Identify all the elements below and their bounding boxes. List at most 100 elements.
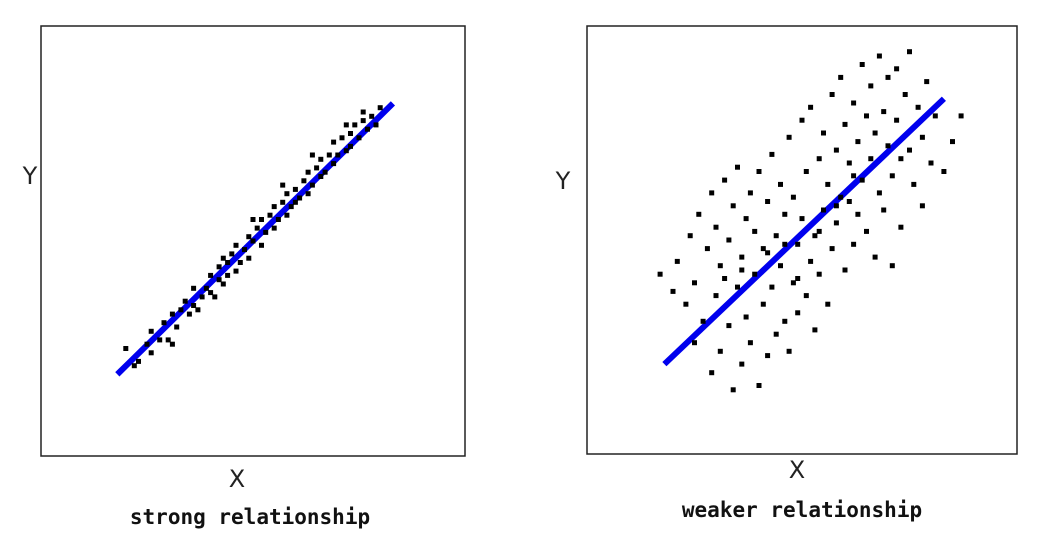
data-point-left-59 bbox=[326, 152, 332, 158]
data-point-left-72 bbox=[373, 122, 379, 128]
caption-left: strong relationship bbox=[130, 505, 370, 529]
data-point-left-7 bbox=[161, 320, 167, 326]
data-point-left-49 bbox=[292, 199, 298, 205]
data-point-right-16 bbox=[722, 177, 728, 183]
data-point-right-55 bbox=[808, 258, 814, 264]
data-point-right-92 bbox=[885, 74, 891, 80]
data-point-right-17 bbox=[726, 323, 732, 329]
data-point-left-54 bbox=[309, 182, 315, 188]
data-point-left-20 bbox=[208, 290, 214, 296]
data-point-right-40 bbox=[773, 233, 779, 239]
data-point-right-5 bbox=[692, 340, 697, 346]
data-point-right-30 bbox=[752, 228, 758, 234]
data-point-left-44 bbox=[280, 199, 286, 205]
data-point-right-77 bbox=[855, 139, 861, 145]
data-point-right-36 bbox=[765, 199, 771, 204]
data-point-right-22 bbox=[735, 164, 740, 170]
data-point-left-15 bbox=[191, 303, 197, 308]
data-point-right-67 bbox=[833, 147, 839, 153]
data-point-left-29 bbox=[233, 268, 239, 274]
data-point-right-106 bbox=[924, 79, 930, 85]
data-point-right-73 bbox=[846, 199, 852, 204]
data-point-right-116 bbox=[816, 228, 822, 234]
data-point-right-2 bbox=[674, 258, 680, 264]
plot-frame-right bbox=[586, 25, 1018, 455]
data-point-right-32 bbox=[756, 169, 762, 174]
data-point-right-28 bbox=[747, 340, 753, 346]
data-point-right-41 bbox=[778, 263, 783, 269]
data-point-right-90 bbox=[881, 207, 887, 213]
data-point-left-58 bbox=[322, 169, 328, 175]
data-point-left-18 bbox=[199, 294, 205, 300]
data-point-right-12 bbox=[713, 293, 719, 299]
data-point-right-68 bbox=[833, 220, 839, 226]
data-point-left-14 bbox=[186, 311, 192, 317]
data-point-left-43 bbox=[275, 217, 281, 222]
data-point-left-62 bbox=[335, 152, 341, 158]
data-point-right-11 bbox=[709, 190, 715, 196]
data-point-right-21 bbox=[735, 284, 740, 290]
data-point-right-79 bbox=[859, 62, 865, 67]
data-points-right bbox=[657, 49, 964, 393]
data-point-right-48 bbox=[790, 194, 796, 200]
data-point-right-87 bbox=[876, 53, 882, 59]
data-point-right-35 bbox=[765, 353, 771, 359]
data-point-right-1 bbox=[670, 288, 676, 294]
data-point-right-93 bbox=[889, 173, 895, 179]
data-point-left-10 bbox=[169, 311, 175, 317]
data-point-left-36 bbox=[254, 225, 260, 231]
data-point-left-6 bbox=[157, 337, 163, 343]
data-point-right-107 bbox=[928, 160, 934, 166]
data-point-left-79 bbox=[220, 255, 226, 261]
data-point-left-28 bbox=[229, 251, 235, 257]
data-point-left-64 bbox=[343, 148, 349, 154]
data-point-left-35 bbox=[250, 238, 256, 244]
data-point-left-66 bbox=[348, 143, 353, 149]
data-point-right-46 bbox=[786, 134, 792, 140]
data-point-right-51 bbox=[799, 117, 805, 123]
data-point-right-43 bbox=[782, 318, 788, 324]
data-point-left-27 bbox=[225, 272, 231, 278]
data-point-right-97 bbox=[898, 156, 904, 162]
data-point-left-56 bbox=[318, 174, 324, 179]
data-point-right-101 bbox=[907, 49, 912, 55]
strong-relationship-panel: Y X strong relationship bbox=[22, 25, 466, 529]
data-point-left-38 bbox=[259, 217, 264, 222]
data-point-right-104 bbox=[919, 134, 925, 140]
data-point-left-42 bbox=[271, 204, 277, 210]
data-point-left-37 bbox=[259, 242, 264, 248]
data-point-left-68 bbox=[356, 135, 362, 141]
data-point-right-39 bbox=[773, 331, 779, 337]
data-point-right-49 bbox=[795, 310, 801, 316]
y-axis-label-right: Y bbox=[555, 167, 571, 195]
data-point-right-81 bbox=[864, 113, 869, 119]
data-point-left-24 bbox=[216, 264, 222, 270]
x-axis-label-right: X bbox=[789, 456, 805, 484]
fit-line-right bbox=[662, 96, 946, 367]
data-point-right-80 bbox=[859, 177, 865, 183]
data-point-right-115 bbox=[782, 241, 788, 247]
data-point-right-105 bbox=[919, 203, 925, 209]
data-point-right-65 bbox=[829, 92, 835, 97]
data-point-right-71 bbox=[842, 267, 848, 273]
data-point-left-26 bbox=[225, 260, 231, 265]
data-point-right-76 bbox=[851, 241, 857, 247]
data-point-left-25 bbox=[220, 281, 226, 287]
data-point-right-119 bbox=[795, 276, 801, 281]
data-point-left-45 bbox=[284, 212, 290, 218]
data-point-right-26 bbox=[743, 314, 749, 320]
data-point-right-60 bbox=[816, 271, 822, 277]
data-point-right-34 bbox=[760, 246, 766, 252]
data-point-left-71 bbox=[369, 113, 375, 119]
data-point-right-31 bbox=[756, 383, 762, 388]
data-point-right-7 bbox=[696, 211, 702, 217]
data-point-left-22 bbox=[212, 294, 218, 300]
data-point-left-11 bbox=[174, 324, 180, 330]
data-point-left-65 bbox=[348, 131, 353, 136]
data-point-right-99 bbox=[902, 92, 908, 97]
data-point-right-102 bbox=[911, 181, 917, 187]
data-point-left-61 bbox=[331, 139, 337, 145]
data-point-left-34 bbox=[246, 255, 252, 261]
data-point-left-17 bbox=[195, 307, 201, 313]
data-point-right-110 bbox=[950, 139, 955, 145]
